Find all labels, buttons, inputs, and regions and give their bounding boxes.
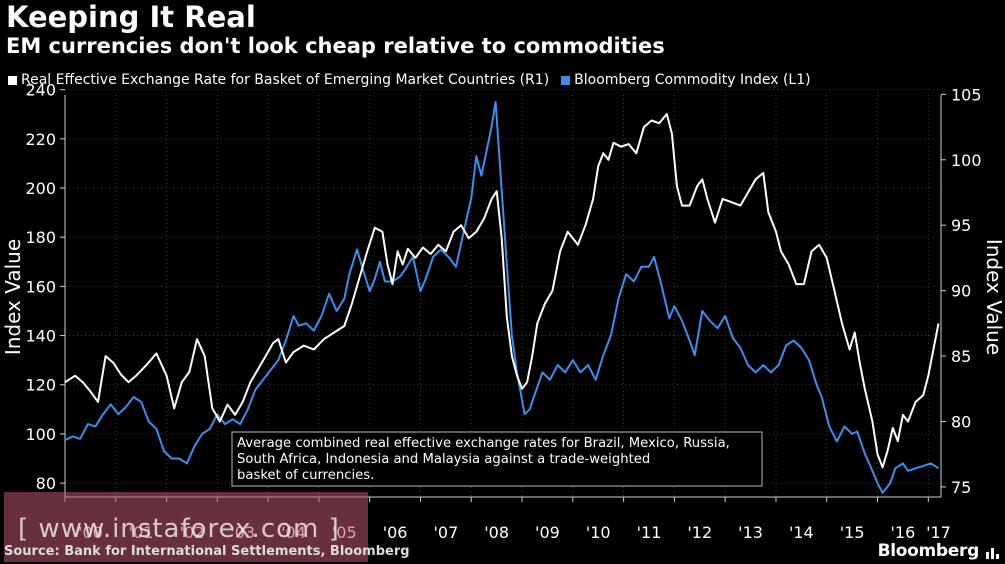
chart-subtitle: EM currencies don't look cheap relative … [6, 34, 665, 58]
annotation-text: Average combined real effective exchange… [237, 436, 730, 451]
legend-label-reer: Real Effective Exchange Rate for Basket … [21, 72, 550, 88]
series-line-reer [64, 113, 940, 469]
x-tick-label: '06 [383, 523, 408, 542]
x-tick-label: '09 [535, 523, 560, 542]
chart-title: Keeping It Real [6, 0, 256, 34]
bloomberg-logo: Bloomberg [877, 541, 980, 561]
legend: Real Effective Exchange Rate for Basket … [8, 72, 811, 88]
annotation-text: South Africa, Indonesia and Malaysia aga… [237, 452, 650, 467]
x-tick-label: '07 [433, 523, 458, 542]
left-tick-label: 160 [25, 277, 56, 296]
left-tick-label: 80 [36, 474, 56, 493]
right-tick-label: 75 [951, 478, 971, 497]
left-tick-label: 240 [25, 81, 56, 100]
source-note: Source: Bank for International Settlemen… [4, 544, 410, 559]
x-tick-label: '14 [789, 523, 814, 542]
x-tick-label: '15 [840, 523, 865, 542]
legend-label-commodity: Bloomberg Commodity Index (L1) [574, 72, 811, 88]
left-tick-label: 200 [25, 179, 56, 198]
left-tick-label: 180 [25, 228, 56, 247]
right-tick-label: 105 [951, 85, 982, 104]
left-tick-label: 120 [25, 376, 56, 395]
series-layer: Average combined real effective exchange… [64, 101, 940, 494]
right-axis-title: Index Value [982, 239, 1005, 355]
bar-chart-icon [986, 548, 999, 559]
x-tick-label: '11 [637, 523, 662, 542]
series-line-commodity [64, 101, 940, 494]
watermark-text: [ www.instaforex.com ] [18, 514, 340, 544]
right-tick-label: 85 [951, 347, 971, 366]
left-tick-label: 220 [25, 130, 56, 149]
right-tick-label: 95 [951, 216, 971, 235]
legend-swatch-commodity [561, 75, 571, 85]
left-axis-title: Index Value [1, 239, 25, 355]
x-tick-label: '13 [738, 523, 763, 542]
legend-swatch-reer [8, 75, 17, 85]
x-tick-label: '17 [926, 523, 951, 542]
x-tick-label: '16 [891, 523, 916, 542]
x-tick-label: '10 [586, 523, 611, 542]
left-tick-label: 100 [25, 425, 56, 444]
annotation-box [231, 431, 763, 487]
right-tick-label: 80 [951, 412, 971, 431]
annotation-text: basket of currencies. [237, 468, 374, 483]
right-tick-label: 100 [951, 151, 982, 170]
x-tick-label: '08 [484, 523, 509, 542]
grid-lines [65, 89, 941, 497]
left-tick-label: 140 [25, 327, 56, 346]
x-tick-label: '12 [687, 523, 712, 542]
watermark-band [4, 492, 368, 562]
right-tick-label: 90 [951, 282, 971, 301]
